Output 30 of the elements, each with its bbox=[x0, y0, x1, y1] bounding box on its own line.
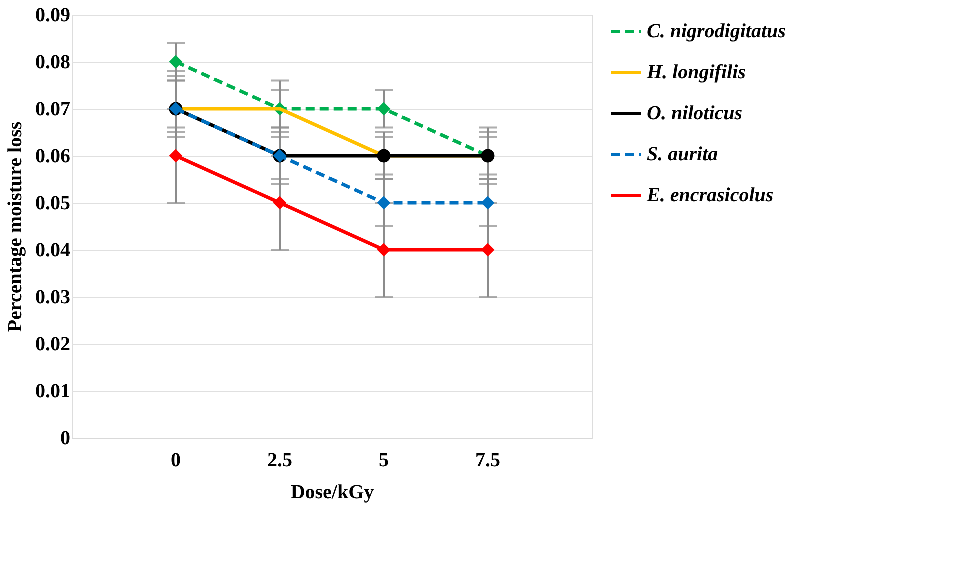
legend-label: H. longifilis bbox=[646, 62, 746, 84]
point bbox=[377, 102, 391, 116]
legend-label: O. niloticus bbox=[647, 102, 743, 124]
point bbox=[481, 196, 495, 210]
y-tick-label: 0.07 bbox=[36, 98, 70, 120]
point bbox=[273, 196, 287, 210]
y-tick-label: 0.08 bbox=[36, 52, 70, 74]
y-tick-label: 0.06 bbox=[36, 146, 70, 168]
y-tick-label: 0.01 bbox=[36, 380, 70, 402]
y-tick-label: 0.04 bbox=[36, 240, 70, 262]
legend-label: S. aurita bbox=[647, 144, 718, 166]
legend-label: C. nigrodigitatus bbox=[647, 20, 786, 42]
point bbox=[377, 149, 391, 163]
point bbox=[377, 196, 391, 210]
y-tick-label: 0.02 bbox=[36, 334, 70, 356]
y-axis-title: Percentage moisture loss bbox=[4, 122, 26, 332]
x-tick-label: 7.5 bbox=[476, 450, 500, 472]
y-tick-label: 0.03 bbox=[36, 286, 70, 308]
point bbox=[169, 149, 183, 163]
x-tick-label: 0 bbox=[171, 450, 181, 472]
x-axis-title: Dose/kGy bbox=[290, 482, 374, 504]
x-tick-label: 2.5 bbox=[268, 450, 292, 472]
y-tick-label: 0.09 bbox=[36, 4, 70, 26]
x-tick-label: 5 bbox=[379, 450, 389, 472]
y-tick-label: 0.05 bbox=[36, 192, 70, 214]
point bbox=[169, 55, 183, 69]
legend-label: E. encrasicolus bbox=[646, 184, 774, 206]
y-tick-label: 0 bbox=[60, 428, 70, 450]
point bbox=[377, 243, 391, 257]
point bbox=[481, 243, 495, 257]
